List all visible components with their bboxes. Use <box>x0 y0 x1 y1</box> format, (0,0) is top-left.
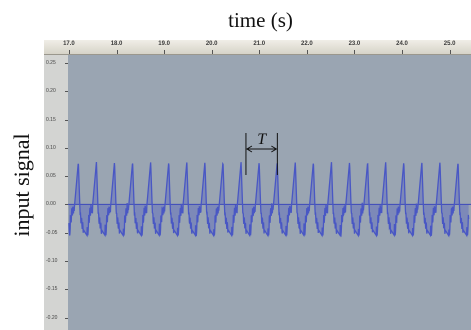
ruler-tick-label: 23.0 <box>348 41 361 47</box>
ruler-tick <box>306 50 308 54</box>
ruler-tick <box>354 50 356 54</box>
timeline-ruler[interactable]: 17.0 18.0 19.0 20.0 21.0 22.0 23.0 24.0 25.0 <box>44 40 471 55</box>
amplitude-tick <box>65 317 68 319</box>
amplitude-tick-label: 0.15 <box>46 116 56 123</box>
amplitude-tick-label: 0.00 <box>46 201 56 208</box>
amplitude-tick <box>65 204 68 206</box>
ruler-tick <box>116 50 118 54</box>
time-axis-title: time (s) <box>228 7 293 32</box>
ruler-tick <box>259 50 261 54</box>
amplitude-tick <box>65 260 68 262</box>
ruler-tick-label: 19.0 <box>158 41 170 47</box>
ruler-tick-label: 24.0 <box>396 41 408 47</box>
amplitude-tick <box>65 91 68 93</box>
amplitude-tick <box>65 176 68 178</box>
ruler-tick-label: 21.0 <box>253 41 266 47</box>
waveform-plot: T <box>68 131 471 238</box>
ruler-tick <box>68 50 70 54</box>
amplitude-tick <box>65 289 68 291</box>
ruler-tick <box>164 50 166 54</box>
amplitude-tick-label: 0.10 <box>46 144 56 151</box>
amplitude-tick-label: -0.05 <box>46 229 58 236</box>
amplitude-tick-label: 0.25 <box>46 59 56 66</box>
amplitude-tick-label: 0.20 <box>46 88 56 95</box>
period-arrowhead <box>245 145 253 153</box>
amplitude-tick-label: -0.15 <box>46 286 58 293</box>
ruler-tick-label: 25.0 <box>443 41 456 47</box>
ruler-tick <box>402 50 403 54</box>
amplitude-tick-label: -0.10 <box>46 257 58 264</box>
signal-axis-title: input signal <box>9 133 34 237</box>
amplitude-tick-label: 0.05 <box>46 173 56 180</box>
ruler-tick-label: 18.0 <box>110 41 123 47</box>
period-arrowhead <box>271 145 278 153</box>
ruler-tick <box>211 50 213 54</box>
audio-editor-panel: 17.0 18.0 19.0 20.0 21.0 22.0 23.0 24.0 25.0 0.2… <box>44 40 471 330</box>
signal-axis-title-wrapper: input signal <box>2 40 42 330</box>
ruler-tick-label: 17.0 <box>63 41 75 47</box>
amplitude-tick <box>65 147 68 149</box>
ruler-tick-label: 22.0 <box>301 41 313 47</box>
amplitude-tick <box>65 119 68 121</box>
waveform-track[interactable]: T <box>68 55 471 330</box>
amplitude-tick-label: -0.20 <box>46 314 58 321</box>
amplitude-tick <box>65 232 68 234</box>
waveform-trace <box>68 161 470 238</box>
period-label: T <box>257 131 267 148</box>
ruler-tick <box>449 50 451 54</box>
amplitude-scale: 0.25 0.20 0.15 0.10 0.05 0.00 -0.05 -0.10 -0.15 -… <box>44 55 69 330</box>
amplitude-tick <box>65 62 68 64</box>
ruler-tick-label: 20.0 <box>205 41 218 47</box>
